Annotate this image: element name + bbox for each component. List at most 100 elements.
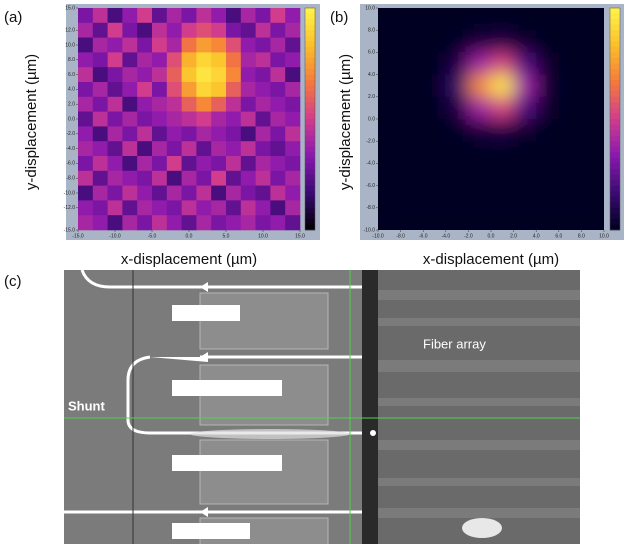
x-tick-label: -15.0 (72, 233, 84, 239)
colorbar-step (305, 191, 315, 197)
heat-cell (122, 170, 138, 186)
heat-cell (166, 37, 182, 53)
heat-cell (468, 207, 492, 230)
x-tick-label: -5.0 (148, 233, 157, 239)
heat-cell (513, 185, 537, 209)
colorbar-step (305, 24, 315, 31)
colorbar-step (305, 41, 315, 48)
heat-cell (491, 96, 514, 120)
heat-cell (400, 30, 424, 53)
heat-cell (423, 30, 447, 53)
heat-cell (107, 170, 123, 186)
heat-cell (196, 170, 212, 186)
heat-cell (152, 37, 168, 53)
heat-cell (423, 207, 447, 230)
heat-cell (181, 170, 197, 186)
colorbar-step (610, 107, 620, 114)
heat-cell (285, 111, 301, 127)
colorbar-step (305, 141, 315, 148)
heat-cell (181, 37, 197, 53)
heat-cell (491, 74, 514, 98)
colorbar-step (305, 30, 315, 37)
heat-cell (513, 74, 537, 98)
colorbar-step (610, 180, 620, 186)
heat-cell (122, 141, 138, 157)
y-tick-label: -8.0 (66, 176, 75, 182)
heat-cell (423, 141, 447, 164)
y-tick-label: 10.0 (365, 5, 375, 11)
heat-cell (211, 215, 227, 231)
colorbar-step (610, 218, 620, 225)
heat-cell (581, 52, 604, 75)
heat-cell (445, 207, 469, 230)
heat-cell (255, 96, 271, 112)
colorbar-step (610, 213, 620, 220)
heat-cell (240, 200, 256, 216)
heat-cell (226, 200, 242, 216)
x-axis-label: x-displacement (µm) (423, 251, 559, 268)
colorbar-step (610, 196, 620, 203)
heat-cell (122, 185, 138, 201)
heat-cell (166, 156, 182, 172)
y-tick-label: 0.0 (368, 116, 375, 122)
heat-cell (137, 96, 153, 112)
heat-cell (166, 82, 182, 98)
heat-cell (196, 156, 212, 172)
colorbar-step (610, 8, 620, 14)
heat-cell (255, 200, 271, 216)
heat-cell (152, 67, 168, 83)
heat-cell (445, 74, 469, 98)
heat-cell (226, 141, 242, 157)
heat-cell (78, 126, 94, 142)
x-tick-label: -8.0 (396, 233, 405, 239)
heat-cell (211, 126, 227, 142)
heat-cell (78, 111, 94, 127)
y-tick-label: 8.0 (68, 57, 75, 63)
heat-cell (491, 30, 514, 53)
heat-cell (181, 215, 197, 231)
heat-cell (78, 8, 94, 24)
heat-cell (166, 126, 182, 142)
colorbar-step (305, 8, 315, 14)
annotation: Shunt (68, 398, 105, 413)
x-axis-label: x-displacement (µm) (121, 251, 257, 268)
heat-cell (468, 74, 492, 98)
colorbar-step (305, 218, 315, 225)
heat-cell (122, 82, 138, 98)
colorbar-step (305, 180, 315, 186)
colorbar-step (610, 141, 620, 148)
heat-cell (536, 30, 560, 53)
heat-cell (491, 185, 514, 209)
heat-cell (211, 156, 227, 172)
heat-cell (491, 8, 514, 31)
heat-cell (122, 156, 138, 172)
heat-cell (181, 126, 197, 142)
colorbar-step (305, 46, 315, 53)
x-tick-label: -4.0 (441, 233, 450, 239)
heat-cell (122, 200, 138, 216)
heat-cell (255, 170, 271, 186)
colorbar-step (305, 107, 315, 114)
heat-cell (378, 119, 401, 142)
colorbar-step (610, 152, 620, 159)
heat-cell (181, 141, 197, 157)
panel-label: (b) (330, 9, 348, 26)
colorbar-step (305, 207, 315, 214)
heat-cell (513, 163, 537, 186)
heat-cell (491, 163, 514, 186)
heat-cell (285, 126, 301, 142)
heat-cell (491, 52, 514, 75)
x-tick-label: -6.0 (419, 233, 428, 239)
heat-cell (240, 215, 256, 231)
heat-cell (240, 126, 256, 142)
heat-cell (107, 96, 123, 112)
colorbar-step (305, 213, 315, 220)
heat-cell (255, 156, 271, 172)
heat-cell (92, 141, 108, 157)
y-tick-label: 4.0 (368, 72, 375, 78)
heat-cell (513, 52, 537, 75)
heat-cell (270, 185, 286, 201)
heat-cell (468, 30, 492, 53)
heat-cell (181, 22, 197, 38)
heat-cell (137, 8, 153, 24)
